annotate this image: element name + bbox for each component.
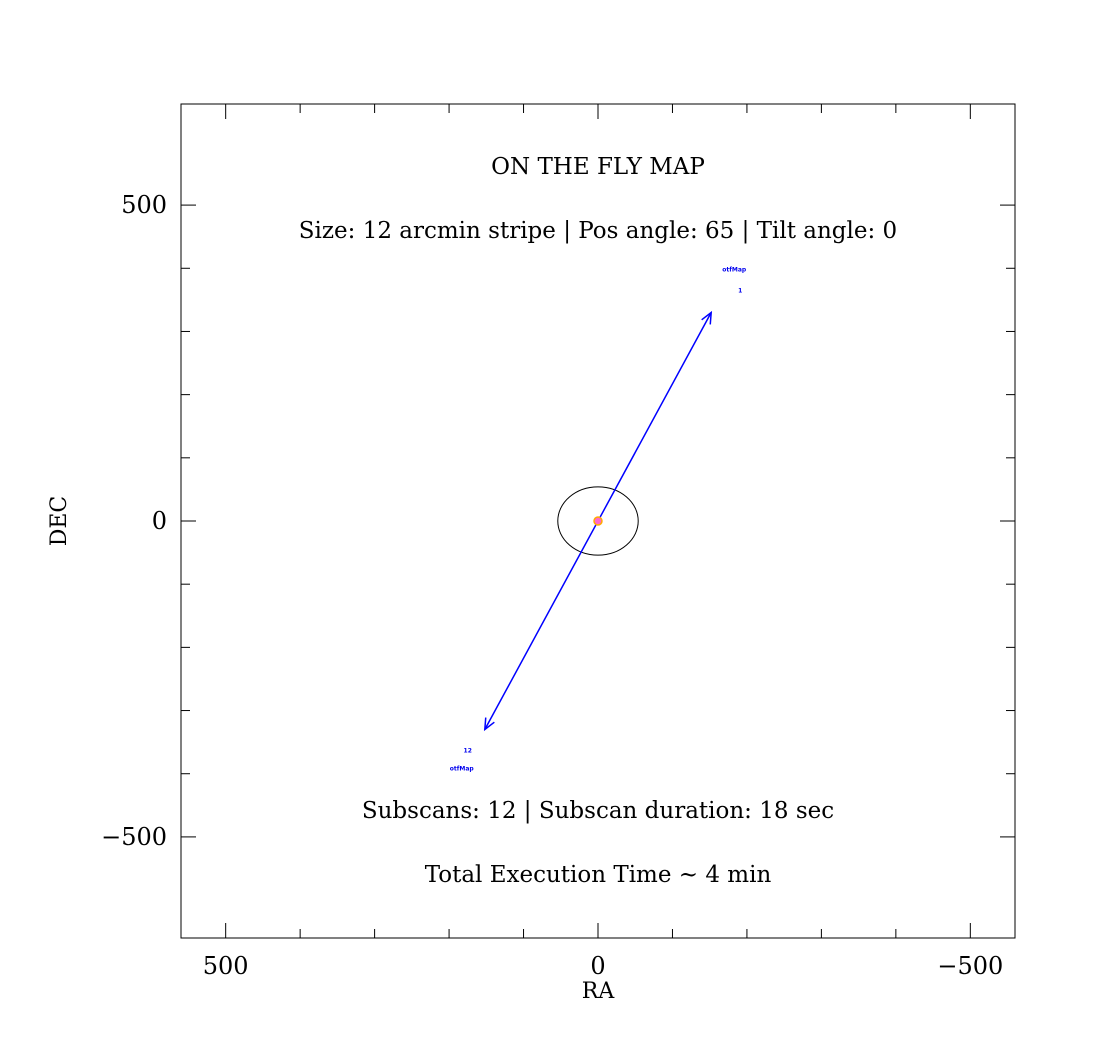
scan-arrowhead-end: [701, 310, 713, 325]
subscan-end-number-label: 1: [738, 287, 742, 294]
x-tick-label: 0: [590, 952, 605, 980]
center-marker: [593, 516, 603, 526]
subscan-end-number-label: 12: [464, 748, 472, 755]
plot-marks: otfMap 12 otfMap 1: [450, 266, 747, 772]
y-tick-label: −500: [101, 823, 167, 851]
x-tick-label: 500: [203, 952, 249, 980]
x-tick-label: −500: [937, 952, 1003, 980]
subscan-end-name-label: otfMap: [722, 266, 747, 273]
scan-arrowhead-start: [483, 717, 495, 732]
x-axis-title: RA: [582, 979, 616, 1004]
chart-title: ON THE FLY MAP: [491, 154, 705, 180]
y-tick-label: 0: [152, 507, 167, 535]
y-axis-title: DEC: [47, 496, 72, 547]
subscan-end-name-label: otfMap: [450, 766, 475, 773]
footprint-circle: [557, 486, 639, 556]
tick-labels: 500 0 −500 500 0 −500: [101, 191, 1003, 980]
ticks: [181, 104, 1015, 938]
execution-time-annotation: Total Execution Time ~ 4 min: [425, 862, 772, 888]
subscan-annotation: Subscans: 12 | Subscan duration: 18 sec: [362, 798, 834, 824]
y-tick-label: 500: [121, 191, 167, 219]
size-annotation: Size: 12 arcmin stripe | Pos angle: 65 |…: [299, 218, 897, 244]
